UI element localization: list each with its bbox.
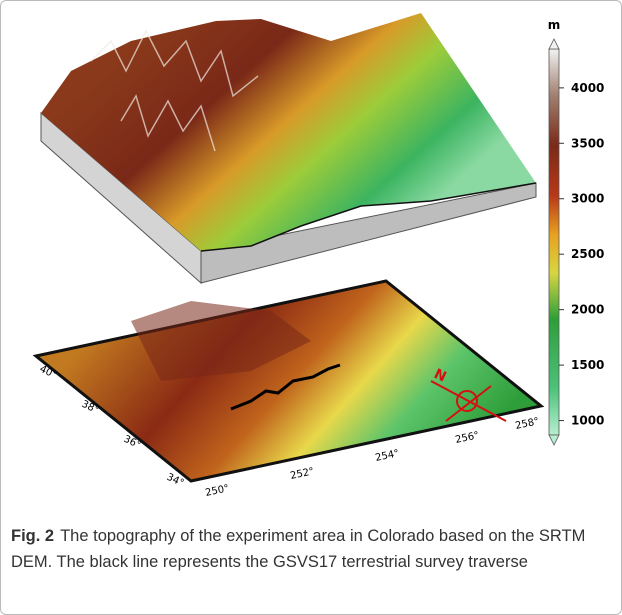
colorbar-arrow-bottom: [549, 435, 559, 445]
colorbar-tick-label: 1500: [571, 358, 604, 372]
lon-label: 258°: [514, 416, 540, 432]
colorbar-tick-label: 3500: [571, 136, 604, 150]
map-plane: [36, 281, 541, 481]
colorbar: [549, 49, 559, 435]
colorbar-tick-label: 2500: [571, 247, 604, 261]
caption-label: Fig. 2: [11, 527, 54, 545]
lon-label: 252°: [289, 466, 315, 482]
lon-label: 250°: [204, 483, 230, 499]
colorbar-unit: m: [548, 18, 561, 32]
colorbar-tick-label: 2000: [571, 303, 604, 317]
lon-label: 254°: [374, 448, 400, 464]
colorbar-arrow-top: [549, 39, 559, 49]
lon-label: 256°: [454, 430, 480, 446]
colorbar-tick-label: 4000: [571, 81, 604, 95]
caption-text: The topography of the experiment area in…: [11, 527, 585, 571]
colorbar-tick-label: 1000: [571, 414, 604, 428]
figure-graphic: N m 100015002000250030003500400040°38°36…: [1, 1, 621, 516]
figure: N m 100015002000250030003500400040°38°36…: [0, 0, 622, 615]
colorbar-tick-label: 3000: [571, 192, 604, 206]
